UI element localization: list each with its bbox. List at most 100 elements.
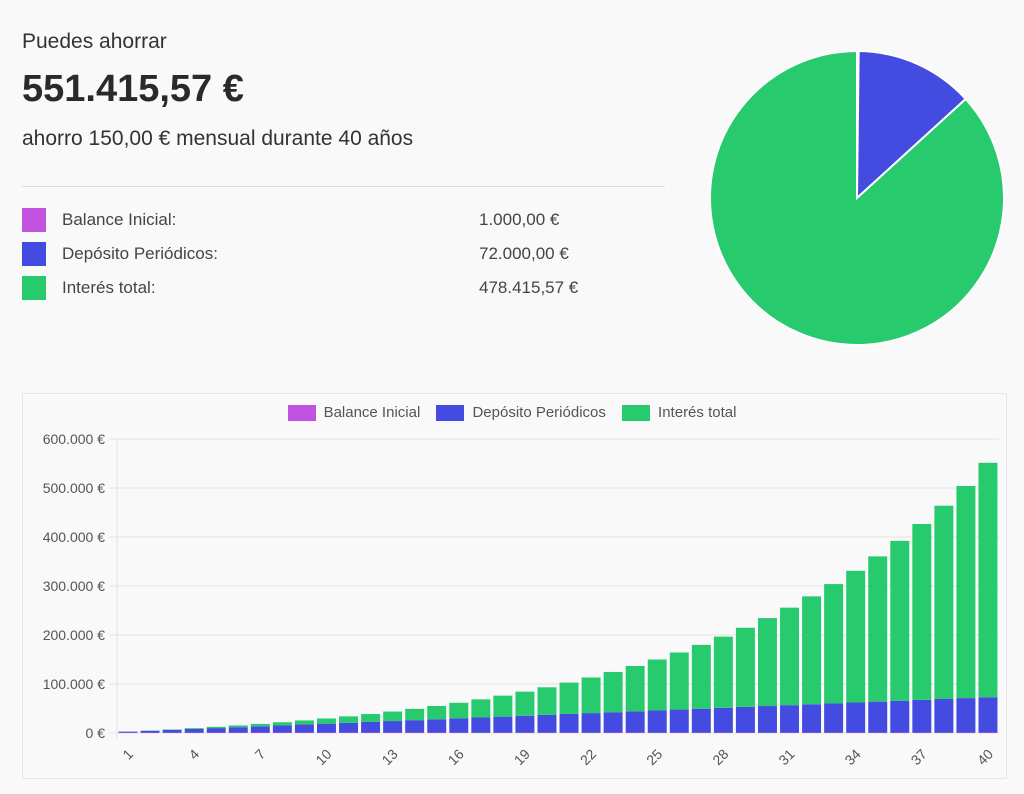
- bar-segment-inter-s-total: [184, 728, 204, 729]
- breakdown-value: 72.000,00 €: [479, 244, 569, 263]
- bar-segment-dep-sito-peri-dicos: [272, 725, 292, 733]
- bar-segment-inter-s-total: [471, 699, 491, 718]
- legend-swatch: [622, 404, 651, 421]
- bar-segment-inter-s-total: [559, 682, 579, 714]
- bar-segment-inter-s-total: [250, 723, 270, 727]
- bar-segment-dep-sito-peri-dicos: [757, 706, 777, 733]
- divider: [22, 186, 665, 187]
- bar-segment-inter-s-total: [713, 636, 733, 708]
- breakdown-label: Balance Inicial:: [62, 210, 177, 229]
- bar-segment-dep-sito-peri-dicos: [250, 726, 270, 733]
- bar-segment-dep-sito-peri-dicos: [802, 704, 822, 733]
- breakdown-row-deposits: Depósito Periódicos: 72.000,00 €: [22, 242, 622, 266]
- bar-segment-inter-s-total: [272, 722, 292, 726]
- bar-segment-dep-sito-peri-dicos: [625, 711, 645, 733]
- breakdown-value: 1.000,00 €: [479, 210, 560, 229]
- bar-segment-inter-s-total: [383, 711, 403, 722]
- x-tick-label: 22: [577, 746, 599, 768]
- x-tick-label: 13: [378, 746, 400, 768]
- bar-segment-inter-s-total: [647, 659, 667, 711]
- breakdown-row-interest: Interés total: 478.415,57 €: [22, 276, 622, 300]
- summary-label: Puedes ahorrar: [22, 30, 167, 53]
- bar-segment-dep-sito-peri-dicos: [691, 708, 711, 733]
- legend-swatch: [436, 404, 465, 421]
- legend-label: Interés total: [658, 404, 737, 421]
- bar-segment-dep-sito-peri-dicos: [383, 721, 403, 733]
- x-tick-label: 34: [841, 746, 863, 768]
- summary-description: ahorro 150,00 € mensual durante 40 años: [22, 127, 414, 150]
- legend-item-deposits[interactable]: Depósito Periódicos: [436, 404, 606, 421]
- bar-segment-inter-s-total: [757, 618, 777, 707]
- bar-segment-dep-sito-peri-dicos: [294, 724, 314, 733]
- bar-segment-inter-s-total: [294, 720, 314, 725]
- bar-segment-inter-s-total: [427, 705, 447, 720]
- y-tick-label: 100.000 €: [43, 676, 105, 692]
- bar-segment-dep-sito-peri-dicos: [559, 713, 579, 733]
- bar-segment-inter-s-total: [515, 691, 535, 716]
- y-tick-label: 600.000 €: [43, 431, 105, 447]
- bar-segment-inter-s-total: [316, 718, 336, 724]
- bar-segment-inter-s-total: [581, 677, 601, 714]
- bar-segment-inter-s-total: [339, 716, 359, 723]
- bar-segment-inter-s-total: [449, 702, 469, 719]
- bar-segment-dep-sito-peri-dicos: [846, 702, 866, 733]
- breakdown-value: 478.415,57 €: [479, 278, 579, 297]
- bar-segment-dep-sito-peri-dicos: [978, 697, 998, 733]
- x-tick-label: 1: [119, 746, 136, 763]
- bar-segment-inter-s-total: [978, 462, 998, 698]
- bar-segment-dep-sito-peri-dicos: [581, 713, 601, 733]
- x-tick-label: 37: [908, 746, 930, 768]
- bar-segment-dep-sito-peri-dicos: [493, 716, 513, 733]
- bar-segment-dep-sito-peri-dicos: [184, 728, 204, 733]
- bar-segment-dep-sito-peri-dicos: [713, 707, 733, 733]
- bar-segment-dep-sito-peri-dicos: [603, 712, 623, 733]
- legend-item-interest[interactable]: Interés total: [622, 404, 736, 421]
- pie-chart: [709, 49, 1005, 346]
- balance-swatch: [22, 208, 46, 232]
- total-amount: 551.415,57 €: [22, 68, 244, 110]
- legend-swatch: [287, 404, 316, 421]
- bar-segment-inter-s-total: [493, 695, 513, 717]
- bar-segment-dep-sito-peri-dicos: [824, 703, 844, 733]
- bar-segment-inter-s-total: [846, 570, 866, 703]
- chart-legend: Balance Inicial Depósito Periódicos Inte…: [0, 404, 1024, 425]
- x-tick-label: 19: [511, 746, 533, 768]
- x-tick-label: 31: [775, 746, 797, 768]
- bar-segment-inter-s-total: [669, 652, 689, 710]
- bar-segment-inter-s-total: [956, 485, 976, 699]
- x-tick-label: 40: [974, 746, 996, 768]
- bar-segment-inter-s-total: [228, 725, 248, 728]
- bar-segment-dep-sito-peri-dicos: [537, 714, 557, 733]
- bar-chart-container: [22, 393, 1007, 779]
- bar-segment-dep-sito-peri-dicos: [912, 699, 932, 733]
- bar-segment-dep-sito-peri-dicos: [206, 728, 226, 733]
- bar-segment-inter-s-total: [361, 714, 381, 722]
- bar-segment-inter-s-total: [603, 671, 623, 713]
- x-tick-label: 4: [185, 746, 202, 763]
- legend-label: Depósito Periódicos: [472, 404, 606, 421]
- y-tick-label: 200.000 €: [43, 627, 105, 643]
- bar-segment-dep-sito-peri-dicos: [471, 717, 491, 733]
- bar-segment-dep-sito-peri-dicos: [228, 727, 248, 733]
- bar-segment-inter-s-total: [912, 523, 932, 700]
- y-tick-label: 300.000 €: [43, 578, 105, 594]
- bar-segment-dep-sito-peri-dicos: [449, 718, 469, 733]
- bar-segment-dep-sito-peri-dicos: [361, 721, 381, 733]
- breakdown-label: Interés total:: [62, 278, 156, 297]
- bar-segment-inter-s-total: [890, 540, 910, 701]
- pie-slice-interest: [709, 49, 1005, 346]
- bar-segment-dep-sito-peri-dicos: [118, 731, 138, 733]
- bar-segment-dep-sito-peri-dicos: [647, 710, 667, 733]
- legend-item-balance[interactable]: Balance Inicial: [287, 404, 420, 421]
- x-tick-label: 25: [643, 746, 665, 768]
- y-tick-label: 0 €: [86, 725, 106, 741]
- bar-segment-dep-sito-peri-dicos: [934, 698, 954, 733]
- bar-segment-inter-s-total: [206, 726, 226, 729]
- bar-segment-dep-sito-peri-dicos: [316, 723, 336, 733]
- bar-segment-inter-s-total: [405, 708, 425, 721]
- bar-segment-dep-sito-peri-dicos: [780, 705, 800, 733]
- y-tick-label: 500.000 €: [43, 480, 105, 496]
- x-tick-label: 16: [445, 746, 467, 768]
- bar-segment-dep-sito-peri-dicos: [162, 729, 182, 733]
